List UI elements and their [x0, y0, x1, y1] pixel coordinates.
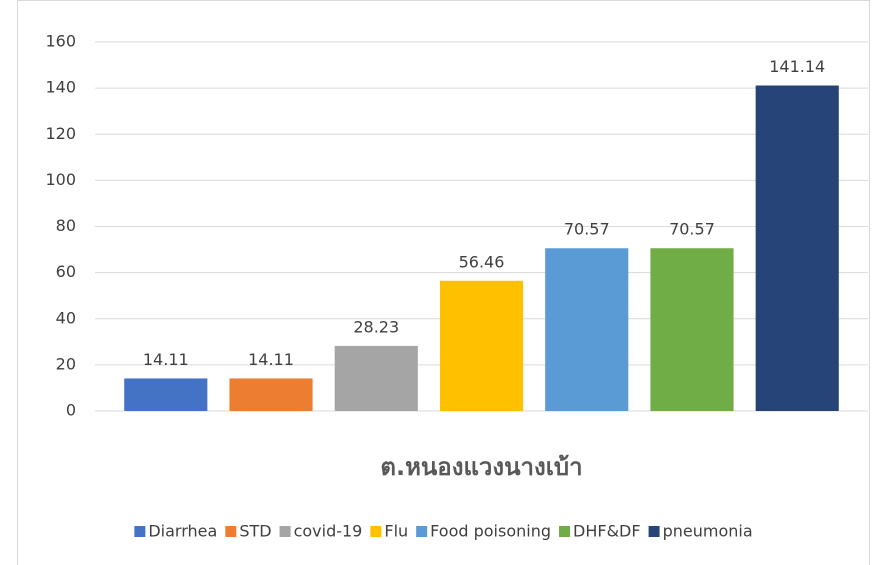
- bar: [755, 85, 839, 411]
- bar: [545, 248, 629, 411]
- legend-swatch: [416, 526, 428, 537]
- legend-swatch: [648, 526, 660, 537]
- legend-label: pneumonia: [663, 522, 753, 541]
- y-tick-label: 20: [56, 354, 76, 373]
- legend-label: STD: [239, 522, 271, 541]
- data-label: 14.11: [248, 350, 294, 369]
- legend-label: DHF&DF: [573, 522, 641, 541]
- bar: [124, 378, 208, 411]
- legend-swatch: [134, 526, 146, 537]
- y-tick-label: 160: [45, 32, 76, 51]
- legend-swatch: [279, 526, 291, 537]
- x-category-label: ต.หนองแวงนางเบ้า: [380, 453, 582, 481]
- legend-label: covid-19: [294, 522, 363, 541]
- data-label: 141.14: [769, 57, 825, 76]
- data-label: 14.11: [143, 350, 189, 369]
- bar: [439, 280, 524, 411]
- legend-label: Diarrhea: [148, 522, 217, 541]
- bar: [650, 248, 734, 411]
- legend-label: Flu: [384, 522, 408, 541]
- y-tick-label: 120: [45, 124, 76, 143]
- y-tick-label: 0: [66, 401, 76, 420]
- data-label: 56.46: [459, 252, 505, 271]
- legend-swatch: [225, 526, 237, 537]
- y-tick-label: 40: [56, 308, 76, 327]
- y-tick-label: 100: [45, 170, 76, 189]
- legend-swatch: [370, 526, 382, 537]
- bar: [334, 345, 418, 411]
- y-tick-label: 140: [45, 78, 76, 97]
- y-tick-label: 60: [56, 262, 76, 281]
- data-label: 28.23: [353, 317, 399, 336]
- legend-label: Food poisoning: [430, 522, 551, 541]
- data-label: 70.57: [669, 220, 715, 239]
- legend-swatch: [559, 526, 571, 537]
- bar: [229, 378, 313, 411]
- y-tick-label: 80: [56, 216, 76, 235]
- data-label: 70.57: [564, 220, 610, 239]
